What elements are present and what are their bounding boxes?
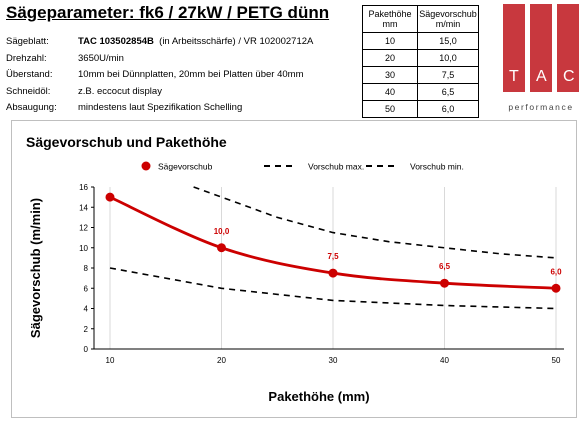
data-point [551, 283, 561, 293]
logo-letter: T [509, 68, 519, 85]
table-cell: 6,0 [417, 100, 479, 118]
tac-logo: T A C performance [503, 4, 579, 112]
parameter-table: Pakethöhe mm Sägevorschub m/min 10 15,0 20 10,0… [362, 5, 479, 118]
y-tick-label: 4 [84, 305, 89, 314]
table-cell: 15,0 [417, 32, 479, 50]
parameter-key: Drehzahl: [6, 52, 47, 64]
logo-letter: A [536, 68, 547, 85]
parameter-key: Schneidöl: [6, 85, 51, 97]
table-cell: 50 [362, 100, 418, 118]
data-point [328, 268, 338, 278]
y-tick-label: 0 [84, 345, 89, 354]
logo-bar [530, 4, 552, 92]
logo-letter: C [563, 68, 575, 85]
y-tick-label: 2 [84, 325, 89, 334]
table-cell: 40 [362, 83, 418, 101]
table-cell: 6,5 [417, 83, 479, 101]
chart-title: Sägevorschub und Pakethöhe [26, 134, 227, 150]
table-cell: 30 [362, 66, 418, 84]
series-line-dashed [193, 186, 557, 259]
x-tick-label: 20 [217, 356, 226, 365]
data-point [217, 243, 226, 253]
legend-marker [141, 161, 151, 171]
y-tick-label: 16 [79, 183, 88, 192]
series-line-dashed [109, 267, 557, 310]
parameter-value-text: 3650U/min [78, 52, 124, 64]
table-cell: 10 [362, 32, 418, 50]
parameter-value: 3650U/min [78, 51, 124, 68]
table-cell: 7,5 [417, 66, 479, 84]
x-tick-label: 50 [552, 356, 561, 365]
y-tick-label: 8 [84, 264, 89, 273]
data-label: 7,5 [327, 252, 339, 261]
data-label: 6,5 [439, 262, 451, 271]
data-label: 6,0 [550, 267, 562, 276]
logo-tagline: performance [508, 102, 574, 112]
table-header-cell: Pakethöhe mm [362, 5, 418, 33]
y-axis-label: Sägevorschub (m/min) [28, 198, 43, 338]
data-point [105, 192, 115, 202]
table-row: 40 6,5 [362, 83, 479, 101]
parameter-value-text: (in Arbeitsschärfe) / VR 102002712A [153, 36, 314, 47]
table-cell: 10,0 [417, 49, 479, 67]
line-chart: Sägevorschub und Pakethöhe Sägevorschub Vo… [26, 134, 564, 404]
table-cell: 20 [362, 49, 418, 67]
table-header-cell: Sägevorschub m/min [417, 5, 479, 33]
x-tick-label: 10 [106, 356, 115, 365]
x-tick-label: 40 [440, 356, 449, 365]
parameter-key: Sägeblatt: [6, 36, 49, 47]
data-label: 10,0 [214, 227, 230, 236]
y-tick-label: 12 [79, 224, 88, 233]
logo-bar [557, 4, 579, 92]
data-point [440, 278, 449, 288]
parameter-key: Absaugung: [6, 102, 57, 113]
chart-panel: Sägevorschub und Pakethöhe Sägevorschub Vo… [11, 120, 577, 418]
y-tick-label: 14 [79, 203, 88, 212]
parameter-value-bold: TAC 103502854B [78, 36, 154, 47]
y-tick-label: 10 [79, 244, 88, 253]
x-axis-label: Pakethöhe (mm) [268, 389, 369, 404]
table-row: 20 10,0 [362, 49, 479, 67]
parameter-value-text: mindestens laut Spezifikation Schelling [78, 102, 243, 113]
logo-bars: T A C [503, 4, 579, 92]
parameter-value: z.B. eccocut display [78, 84, 162, 101]
parameter-value: mindestens laut Spezifikation Schelling [78, 100, 242, 117]
parameter-value: 10mm bei Dünnplatten, 20mm bei Platten ü… [78, 67, 303, 84]
table-row: 30 7,5 [362, 66, 479, 84]
y-tick-label: 6 [84, 284, 89, 293]
legend-label: Vorschub max. [308, 162, 364, 172]
parameter-value: TAC 103502854B (in Arbeitsschärfe) / VR … [78, 34, 313, 51]
parameter-value-text: 10mm bei Dünnplatten, 20mm bei Platten ü… [78, 69, 304, 80]
table-row: 50 6,0 [362, 100, 479, 118]
table-header-row: Pakethöhe mm Sägevorschub m/min [362, 5, 479, 33]
table-row: 10 15,0 [362, 32, 479, 50]
parameter-value-text: z.B. eccocut display [78, 85, 162, 97]
legend-label: Vorschub min. [410, 162, 464, 172]
x-tick-label: 30 [329, 356, 338, 365]
logo-bar [503, 4, 525, 92]
page-title: Sägeparameter: fk6 / 27kW / PETG dünn [6, 3, 330, 22]
parameter-key: Überstand: [6, 69, 53, 80]
legend-label: Sägevorschub [158, 162, 213, 172]
